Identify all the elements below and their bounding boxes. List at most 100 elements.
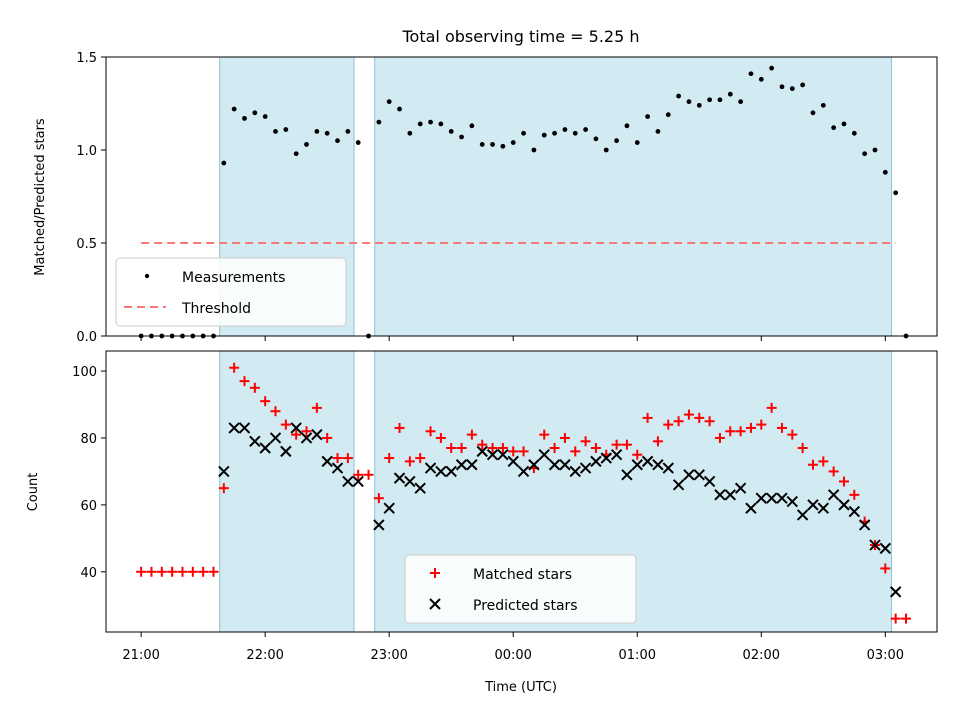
- predicted-star-point-50-b: [745, 502, 757, 514]
- matched-star-point-46: [611, 439, 622, 450]
- predicted-star-point-3-b: [249, 435, 261, 448]
- predicted-star-point-20: [435, 465, 447, 478]
- predicted-star-point-32-b: [559, 459, 571, 471]
- predicted-star-point-26-b: [497, 448, 509, 461]
- predicted-star-point-43: [672, 479, 685, 491]
- matched-star-point-28: [425, 426, 436, 437]
- measurement-point-55: [707, 97, 713, 103]
- measurement-point-11: [252, 110, 258, 116]
- matched-star-point-33: [477, 439, 488, 450]
- predicted-star-point-59-b: [838, 499, 850, 511]
- matched-star-point-65: [807, 459, 818, 470]
- predicted-star-point-17-b: [404, 475, 416, 488]
- matched-star-point-7: [208, 566, 219, 577]
- predicted-star-point-40-b: [641, 455, 654, 468]
- predicted-star-point-37: [610, 448, 623, 461]
- predicted-star-point-10-b: [321, 455, 333, 468]
- measurement-point-37: [521, 130, 526, 136]
- measurement-point-16: [304, 142, 309, 147]
- measurement-point-32: [469, 123, 475, 129]
- predicted-star-point-22: [455, 459, 468, 471]
- predicted-star-point-28-b: [517, 465, 530, 478]
- predicted-star-point-27-b: [507, 455, 519, 468]
- matched-star-point-35: [497, 443, 508, 454]
- legend-predicted-marker-b: [429, 598, 441, 610]
- matched-star-point-1: [146, 566, 157, 577]
- predicted-star-point-41: [652, 459, 664, 471]
- matched-star-point-14: [280, 419, 291, 430]
- matched-star-point-36: [508, 446, 519, 457]
- measurement-point-44: [593, 136, 599, 142]
- matched-star-point-34: [487, 443, 498, 454]
- predicted-star-point-11: [331, 462, 344, 474]
- top-legend-box: [115, 257, 347, 327]
- measurement-point-45: [603, 147, 609, 153]
- predicted-star-point-0-b: [218, 465, 230, 478]
- bottom-y-tick-label-3: 100: [72, 365, 97, 380]
- predicted-star-point-60-b: [848, 505, 861, 518]
- measurement-point-25: [397, 106, 402, 112]
- matched-star-point-63: [787, 429, 798, 440]
- matched-star-point-23: [373, 493, 384, 504]
- predicted-star-point-42-b: [662, 462, 674, 474]
- predicted-star-point-6-b: [280, 445, 292, 458]
- predicted-star-point-40: [641, 455, 654, 468]
- predicted-star-point-31: [548, 459, 561, 471]
- matched-star-point-48: [632, 449, 643, 460]
- predicted-star-point-21-b: [445, 465, 457, 478]
- measurement-point-72: [882, 169, 888, 175]
- matched-star-point-24: [384, 453, 395, 464]
- predicted-star-point-10: [321, 455, 333, 468]
- measurement-point-57: [727, 91, 733, 97]
- predicted-star-point-22-b: [455, 459, 468, 471]
- matched-star-point-50: [652, 436, 663, 447]
- matched-star-point-73: [890, 613, 901, 624]
- top-y-ticks: 0.0 0.5 1.0 1.5: [76, 51, 106, 345]
- predicted-star-point-60: [848, 505, 861, 518]
- predicted-star-point-24-b: [476, 445, 488, 458]
- measurement-point-13: [273, 129, 278, 134]
- measurement-point-14: [283, 127, 289, 132]
- predicted-star-point-19-b: [424, 462, 437, 474]
- matched-star-point-62: [776, 422, 787, 433]
- matched-star-point-42: [570, 446, 581, 457]
- measurement-point-10: [242, 115, 247, 121]
- predicted-star-point-25-b: [486, 448, 499, 461]
- predicted-star-point-36-b: [600, 452, 612, 464]
- measurement-point-48: [634, 140, 640, 145]
- matched-star-point-47: [621, 439, 632, 450]
- predicted-star-point-15-b: [383, 502, 395, 514]
- matched-star-point-66: [818, 456, 829, 467]
- predicted-star-point-51: [755, 492, 767, 504]
- predicted-star-point-24: [476, 445, 488, 458]
- predicted-star-point-17: [404, 475, 416, 488]
- top-x-ticks: [140, 336, 886, 341]
- matched-star-point-13: [270, 406, 281, 417]
- predicted-star-point-54: [786, 495, 799, 508]
- predicted-star-point-45-b: [693, 469, 705, 481]
- matched-star-point-26: [404, 456, 415, 467]
- measurement-point-43: [583, 127, 588, 132]
- predicted-star-point-16-b: [393, 472, 406, 484]
- bottom-y-tick-label-0: 40: [80, 566, 97, 581]
- legend-measurements-label: Measurements: [182, 270, 285, 286]
- predicted-star-point-38: [621, 469, 633, 481]
- legend-predicted-marker: [429, 598, 441, 610]
- measurement-point-66: [820, 102, 826, 108]
- predicted-star-point-57: [817, 502, 830, 514]
- measurement-point-68: [841, 121, 847, 127]
- matched-star-point-41: [559, 432, 570, 443]
- measurement-point-20: [345, 129, 351, 134]
- measurement-point-59: [748, 71, 754, 77]
- predicted-star-point-39-b: [631, 459, 643, 471]
- predicted-star-point-48-b: [724, 489, 736, 501]
- predicted-star-point-62-b: [869, 539, 881, 551]
- measurement-point-18: [324, 130, 330, 136]
- matched-star-point-72: [880, 563, 891, 574]
- predicted-star-point-7-b: [290, 422, 302, 434]
- matched-star-point-18: [322, 432, 333, 443]
- predicted-star-point-18: [414, 482, 426, 494]
- top-y-tick-label-1: 0.5: [76, 237, 97, 252]
- measurement-point-47: [624, 123, 630, 129]
- matched-star-point-55: [704, 416, 715, 427]
